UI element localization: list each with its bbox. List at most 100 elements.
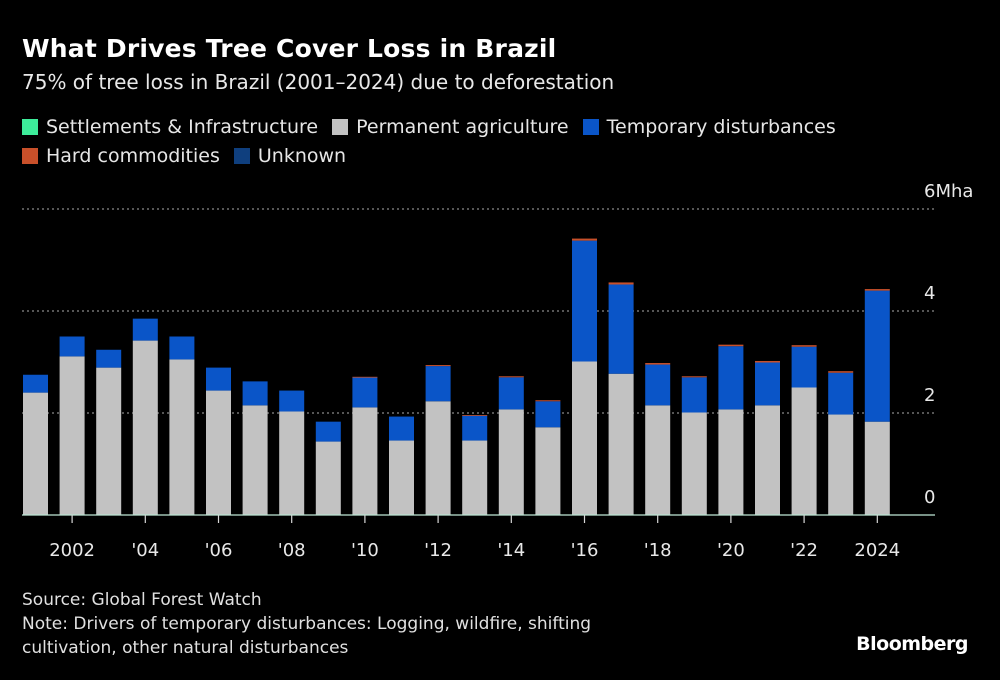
bar-2017-temporary-disturbances <box>608 284 634 374</box>
x-tick-label-2022: '22 <box>790 540 818 561</box>
bar-2001-temporary-disturbances <box>23 374 48 393</box>
x-tick-label-2014: '14 <box>497 540 525 561</box>
bar-2020-hard-commodities <box>718 344 744 347</box>
legend-item-hard-commodities: Hard commodities <box>22 145 220 167</box>
x-tick-label-2020: '20 <box>717 540 745 561</box>
x-tick-label-2016: '16 <box>571 540 599 561</box>
x-tick-label-2008: '08 <box>278 540 306 561</box>
bar-2007-permanent-agriculture <box>242 405 268 515</box>
legend-item-temporary-disturbances: Temporary disturbances <box>582 116 836 138</box>
bar-2010-temporary-disturbances <box>352 377 378 408</box>
x-tick-label-2012: '12 <box>424 540 452 561</box>
legend-label-unknown: Unknown <box>257 145 347 167</box>
legend-row-2: Hard commodities Unknown <box>22 145 360 167</box>
source-text: Source: Global Forest Watch <box>22 590 262 610</box>
legend-item-permanent-agriculture: Permanent agriculture <box>332 116 569 138</box>
y-tick-label-2: 2 <box>924 385 935 406</box>
bar-2024-permanent-agriculture <box>864 421 890 515</box>
bar-2019-permanent-agriculture <box>681 412 707 515</box>
legend-item-unknown: Unknown <box>233 145 347 167</box>
bar-2005-permanent-agriculture <box>169 359 195 515</box>
bar-2024-temporary-disturbances <box>864 290 890 422</box>
bar-2013-temporary-disturbances <box>462 415 488 441</box>
bar-2023-permanent-agriculture <box>828 414 854 515</box>
bar-2008-temporary-disturbances <box>279 390 305 412</box>
bar-2005-temporary-disturbances <box>169 336 195 360</box>
x-tick-label-2002: 2002 <box>49 540 95 561</box>
bar-2016-hard-commodities <box>572 238 597 241</box>
bar-2015-temporary-disturbances <box>535 401 561 428</box>
bar-2012-permanent-agriculture <box>425 401 451 515</box>
bar-2023-temporary-disturbances <box>828 372 854 415</box>
legend-swatch-hard-commodities <box>22 148 38 164</box>
bloomberg-logo: Bloomberg <box>856 633 968 655</box>
bar-2013-permanent-agriculture <box>462 440 488 515</box>
bar-2002-temporary-disturbances <box>59 336 85 357</box>
bar-2016-temporary-disturbances <box>572 240 597 362</box>
legend-item-settlements: Settlements & Infrastructure <box>22 116 318 138</box>
bar-2022-hard-commodities <box>791 345 817 347</box>
x-tick-label-2024: 2024 <box>854 540 900 561</box>
bar-2008-permanent-agriculture <box>279 411 305 515</box>
legend-label-permanent-agriculture: Permanent agriculture <box>356 116 569 138</box>
bar-2022-temporary-disturbances <box>791 346 817 388</box>
bar-2023-hard-commodities <box>828 371 854 373</box>
bar-2011-permanent-agriculture <box>389 440 414 515</box>
bar-2009-permanent-agriculture <box>315 441 341 515</box>
bar-2012-temporary-disturbances <box>425 366 451 402</box>
bar-2015-hard-commodities <box>535 400 561 402</box>
bar-2001-permanent-agriculture <box>23 392 48 515</box>
bar-2021-hard-commodities <box>755 360 780 363</box>
bar-2018-hard-commodities <box>645 363 671 365</box>
note-text-line-1: Note: Drivers of temporary disturbances:… <box>22 614 592 634</box>
bar-2002-permanent-agriculture <box>59 356 85 515</box>
bar-2010-hard-commodities <box>352 376 378 378</box>
bar-2022-permanent-agriculture <box>791 387 817 515</box>
bar-2020-permanent-agriculture <box>718 409 744 515</box>
legend-swatch-unknown <box>233 148 250 164</box>
bar-2018-temporary-disturbances <box>645 364 671 406</box>
legend-label-hard-commodities: Hard commodities <box>46 145 220 167</box>
bar-2003-temporary-disturbances <box>96 349 122 368</box>
bar-2016-permanent-agriculture <box>572 361 597 515</box>
x-tick-label-2010: '10 <box>351 540 379 561</box>
bar-2013-hard-commodities <box>462 415 488 416</box>
chart-subtitle: 75% of tree loss in Brazil (2001–2024) d… <box>22 70 615 94</box>
legend-label-temporary-disturbances: Temporary disturbances <box>606 116 836 138</box>
legend-label-settlements: Settlements & Infrastructure <box>46 116 319 138</box>
bar-2020-temporary-disturbances <box>718 346 744 410</box>
legend-row-1: Settlements & Infrastructure Permanent a… <box>22 116 850 138</box>
bar-2014-temporary-disturbances <box>498 377 524 410</box>
x-tick-label-2018: '18 <box>644 540 672 561</box>
bar-2004-permanent-agriculture <box>132 340 158 515</box>
y-tick-label-4: 4 <box>924 283 935 304</box>
bar-2019-temporary-disturbances <box>681 377 707 413</box>
bar-2021-temporary-disturbances <box>755 362 780 406</box>
y-tick-label-6: 6Mha <box>924 181 973 202</box>
bar-2018-permanent-agriculture <box>645 405 671 515</box>
bar-2021-permanent-agriculture <box>755 405 780 515</box>
bar-2006-temporary-disturbances <box>206 367 231 391</box>
bar-2015-permanent-agriculture <box>535 427 561 515</box>
bar-2012-hard-commodities <box>425 365 451 367</box>
bar-2010-permanent-agriculture <box>352 407 378 515</box>
bar-2014-permanent-agriculture <box>498 409 524 515</box>
y-tick-label-0: 0 <box>924 487 935 508</box>
x-tick-label-2004: '04 <box>131 540 159 561</box>
bar-2004-temporary-disturbances <box>132 318 158 341</box>
bar-2003-permanent-agriculture <box>96 367 122 515</box>
bar-2017-permanent-agriculture <box>608 373 634 515</box>
bar-2009-temporary-disturbances <box>315 421 341 442</box>
bar-2006-permanent-agriculture <box>206 390 231 515</box>
legend-swatch-settlements <box>22 119 38 135</box>
note-text-line-2: cultivation, other natural disturbances <box>22 638 349 658</box>
bar-2014-hard-commodities <box>498 376 524 378</box>
x-tick-label-2006: '06 <box>205 540 233 561</box>
bar-2007-temporary-disturbances <box>242 381 268 406</box>
chart-title: What Drives Tree Cover Loss in Brazil <box>22 34 557 63</box>
bar-2024-hard-commodities <box>864 289 890 291</box>
bar-2011-temporary-disturbances <box>389 416 414 441</box>
legend-swatch-temporary-disturbances <box>582 119 599 135</box>
legend-swatch-permanent-agriculture <box>332 119 349 135</box>
